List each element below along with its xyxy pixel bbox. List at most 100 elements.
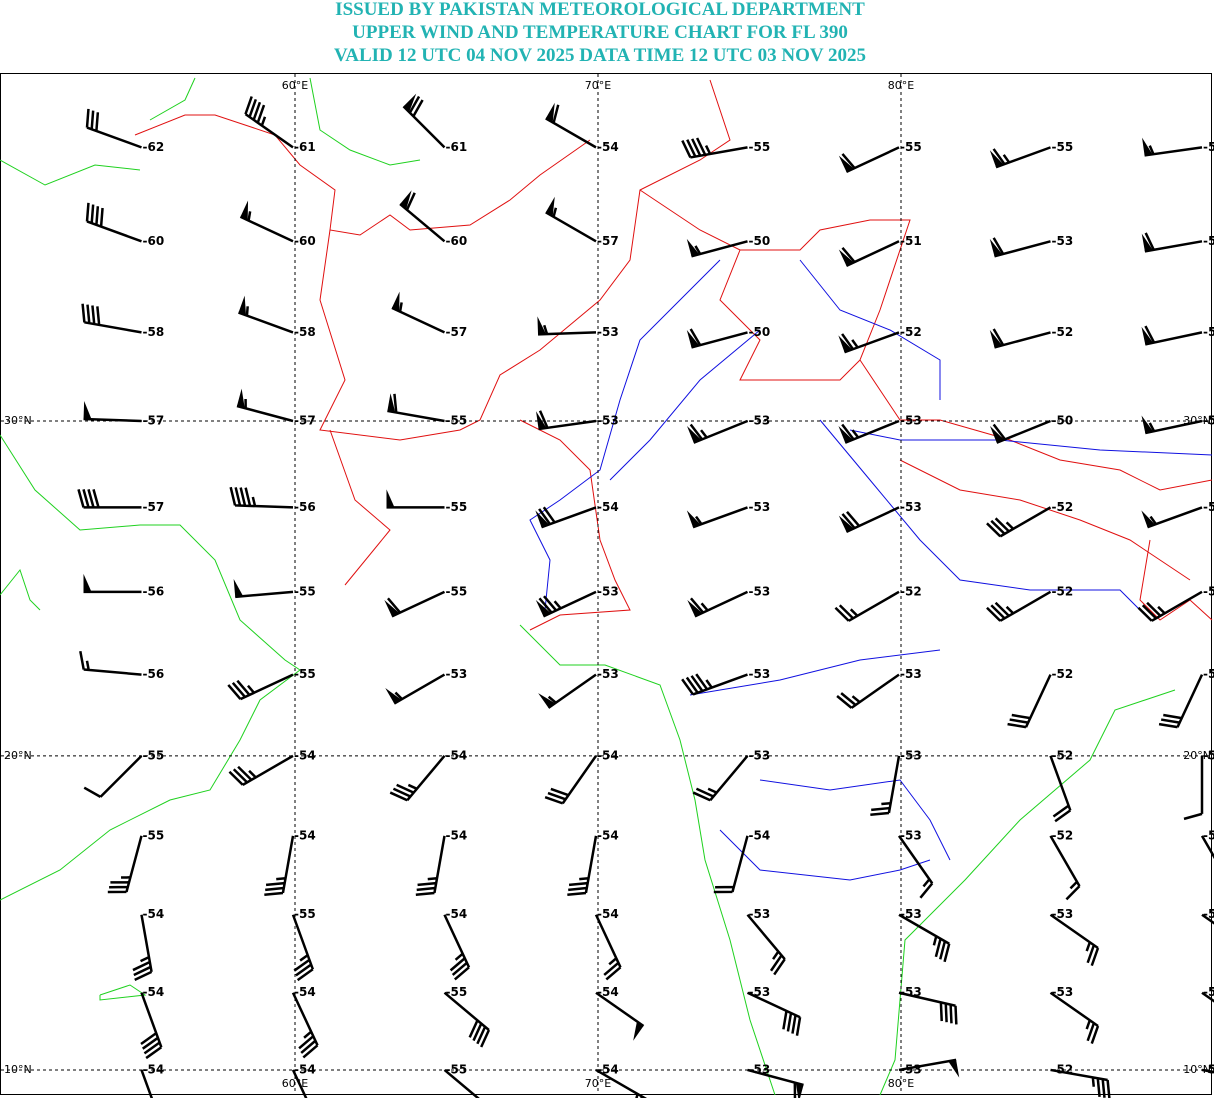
wind-barb xyxy=(1137,590,1203,622)
wind-barb xyxy=(83,754,143,798)
barb-pennant xyxy=(1141,415,1154,434)
wind-barb xyxy=(989,419,1051,444)
barb-shaft xyxy=(83,417,142,423)
barb-shaft xyxy=(228,754,294,786)
temperature: -53 xyxy=(900,748,922,762)
wind-barb xyxy=(291,1069,308,1098)
temperature: -57 xyxy=(294,414,316,428)
barb-pennant xyxy=(535,510,550,528)
wind-barb xyxy=(443,991,491,1048)
wind-barb xyxy=(389,755,446,802)
barb-shaft xyxy=(443,991,491,1048)
wind-barb xyxy=(747,1068,804,1098)
barb-shaft xyxy=(898,1058,957,1072)
wind-barb xyxy=(132,914,153,982)
temperature: -54 xyxy=(446,748,468,762)
barb-pennant xyxy=(385,688,402,704)
temperature: -53 xyxy=(900,500,922,514)
barb-pennant xyxy=(83,573,92,592)
temperature: -54 xyxy=(597,748,619,762)
barb-shaft xyxy=(79,650,142,676)
barb-shaft xyxy=(393,673,446,705)
temperature: -53 xyxy=(1203,325,1214,339)
barb-shaft xyxy=(238,306,294,334)
barb-shaft xyxy=(391,302,446,334)
barb-shaft xyxy=(399,192,446,243)
wind-barb xyxy=(594,914,622,981)
lat-label: 10°N xyxy=(1183,1063,1211,1076)
barb-shaft xyxy=(1049,755,1072,823)
barb-shaft xyxy=(538,506,597,529)
temperature: -55 xyxy=(294,584,316,598)
map-frame xyxy=(0,73,1212,1095)
barb-shaft xyxy=(227,673,294,701)
barb-shaft xyxy=(747,1068,804,1098)
wind-barb xyxy=(545,196,597,243)
title-line: UPPER WIND AND TEMPERATURE CHART FOR FL … xyxy=(352,22,848,43)
temperature: -58 xyxy=(143,325,165,339)
wind-barb xyxy=(838,331,900,354)
wind-barb xyxy=(746,913,786,976)
barb-shaft xyxy=(291,992,319,1059)
temperature: -51 xyxy=(1203,584,1214,598)
temperature: -53 xyxy=(900,1062,922,1076)
wind-barb xyxy=(228,754,294,786)
barb-shaft xyxy=(83,754,143,798)
lat-label: 20°N xyxy=(4,749,32,762)
barb-shaft xyxy=(85,108,142,149)
temperature: -52 xyxy=(1052,325,1074,339)
barb-shaft xyxy=(1144,145,1203,157)
barb-pennant xyxy=(687,600,703,617)
wind-barb xyxy=(687,590,749,618)
barb-shaft xyxy=(841,240,900,267)
wind-barb xyxy=(537,316,597,336)
barb-pennant xyxy=(948,1059,960,1078)
barb-pennant xyxy=(83,400,92,420)
temperature: -61 xyxy=(446,140,468,154)
barb-shaft xyxy=(264,835,295,897)
barb-shaft xyxy=(992,146,1051,169)
barb-shaft xyxy=(415,835,446,897)
wind-barb xyxy=(838,506,900,534)
temperature: -55 xyxy=(294,667,316,681)
temperature: -55 xyxy=(749,140,771,154)
barb-shaft xyxy=(538,590,597,618)
temperature: -55 xyxy=(446,584,468,598)
wind-barb xyxy=(391,291,446,334)
wind-barb xyxy=(1049,835,1081,901)
temperature: -60 xyxy=(446,234,468,248)
barb-pennant xyxy=(989,150,1004,168)
temperature: -54 xyxy=(597,828,619,842)
barb-shaft xyxy=(567,835,598,897)
barb-shaft xyxy=(291,914,315,982)
wind-barb xyxy=(1141,415,1203,435)
wind-barb xyxy=(1158,674,1204,729)
barb-shaft xyxy=(595,991,645,1028)
wind-barb xyxy=(239,200,294,243)
temperature: -50 xyxy=(1052,414,1074,428)
barb-shaft xyxy=(1145,419,1203,435)
temperature: -54 xyxy=(143,985,165,999)
barb-pennant xyxy=(838,515,854,532)
wind-barb xyxy=(233,578,294,599)
temperature: -52 xyxy=(1052,500,1074,514)
barb-shaft xyxy=(992,419,1051,444)
barb-shaft xyxy=(537,324,597,336)
wind-barb xyxy=(85,202,142,243)
wind-barb xyxy=(85,108,142,149)
temperature: -53 xyxy=(749,1062,771,1076)
wind-barb xyxy=(686,238,748,258)
wind-barb xyxy=(535,590,597,618)
barb-shaft xyxy=(1049,835,1081,901)
temperature: -50 xyxy=(749,325,771,339)
barb-pennant xyxy=(538,693,556,708)
wind-barb xyxy=(77,489,142,509)
wind-barb xyxy=(402,93,446,149)
barb-pennant xyxy=(1141,510,1156,528)
barb-shaft xyxy=(443,914,471,981)
wind-barb xyxy=(567,835,598,897)
barb-shaft xyxy=(841,331,900,354)
temperature: -54 xyxy=(446,828,468,842)
lat-label: 30°N xyxy=(4,414,32,427)
